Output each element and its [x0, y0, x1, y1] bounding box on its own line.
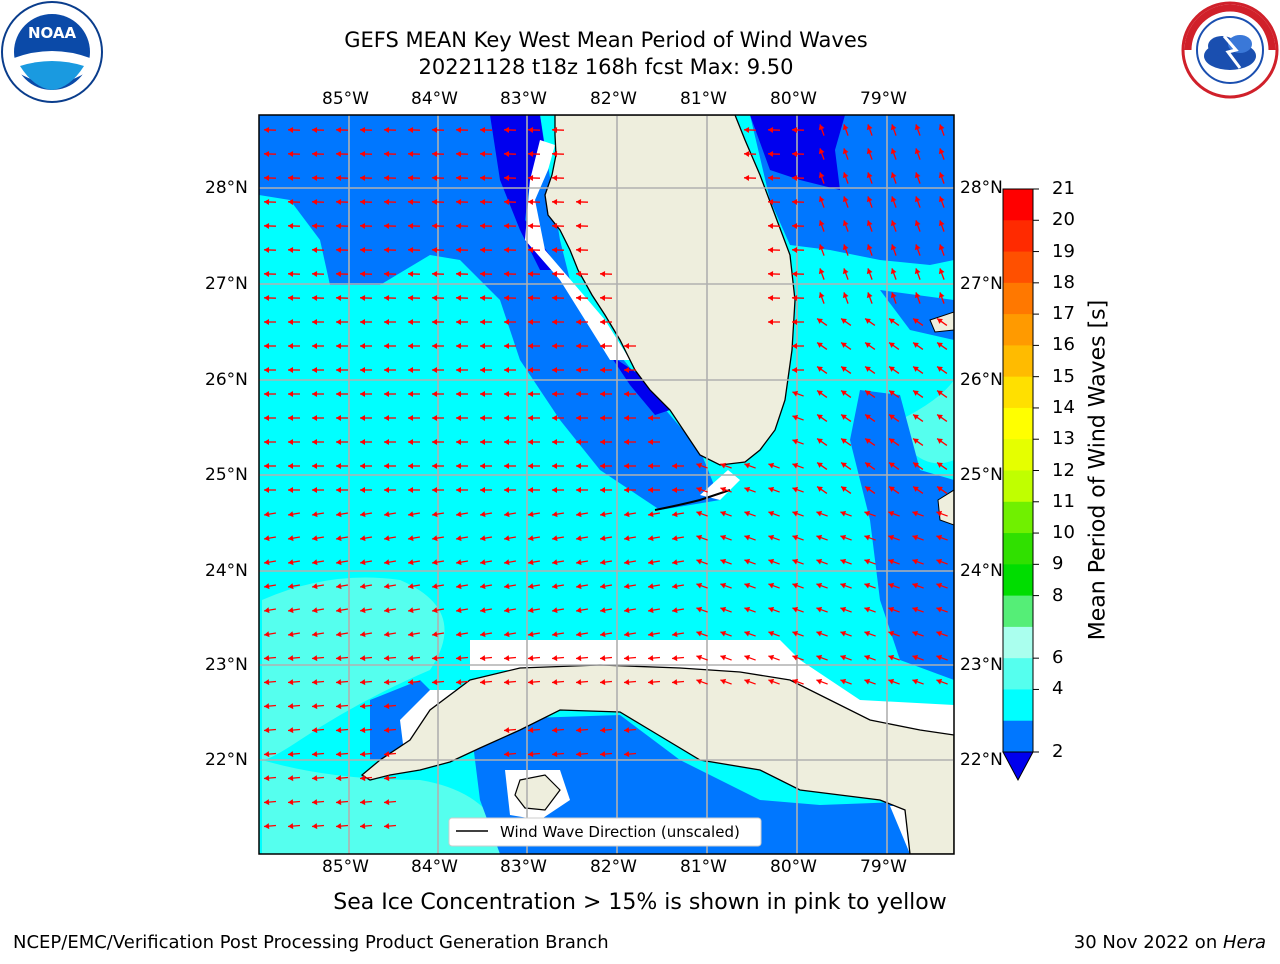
colorbar-segment — [1003, 189, 1033, 221]
lon-label-top: 82°W — [590, 89, 637, 109]
lat-label-right: 27°N — [960, 274, 1003, 294]
lat-label-left: 25°N — [205, 465, 248, 485]
lon-label-top: 85°W — [322, 89, 369, 109]
colorbar-segment — [1003, 596, 1033, 628]
colorbar-title: Mean Period of Wind Waves [s] — [1086, 300, 1111, 640]
lon-label-bottom: 80°W — [770, 857, 817, 877]
colorbar-segment — [1003, 627, 1033, 659]
colorbar-segment — [1003, 345, 1033, 377]
colorbar-segment — [1003, 721, 1033, 753]
machine-name: Hera — [1223, 932, 1266, 953]
lat-label-left: 24°N — [205, 561, 248, 581]
lon-label-top: 81°W — [680, 89, 727, 109]
lon-label-bottom: 79°W — [860, 857, 907, 877]
colorbar-tick-label: 11 — [1052, 493, 1075, 511]
colorbar-segment — [1003, 533, 1033, 565]
lat-label-right: 23°N — [960, 655, 1003, 675]
colorbar-tick-label: 15 — [1052, 368, 1075, 386]
colorbar-segment — [1003, 689, 1033, 721]
colorbar-segment — [1003, 314, 1033, 346]
lat-label-right: 28°N — [960, 178, 1003, 198]
colorbar-segment — [1003, 471, 1033, 503]
date-text: 30 Nov 2022 on — [1074, 932, 1223, 953]
colorbar-tick-label: 19 — [1052, 243, 1075, 261]
colorbar-segment — [1003, 220, 1033, 252]
colorbar — [1003, 189, 1039, 780]
lon-label-bottom: 85°W — [322, 857, 369, 877]
colorbar-extend-triangle — [1003, 752, 1033, 780]
colorbar-tick-label: 4 — [1052, 680, 1063, 698]
colorbar-tick-label: 6 — [1052, 649, 1063, 667]
lon-label-top: 80°W — [770, 89, 817, 109]
colorbar-tick-label: 10 — [1052, 524, 1075, 542]
colorbar-segment — [1003, 502, 1033, 534]
lon-label-bottom: 82°W — [590, 857, 637, 877]
colorbar-segment — [1003, 252, 1033, 284]
legend-label: Wind Wave Direction (unscaled) — [500, 823, 740, 841]
colorbar-tick-label: 12 — [1052, 462, 1075, 480]
lon-label-top: 79°W — [860, 89, 907, 109]
credit-line: NCEP/EMC/Verification Post Processing Pr… — [13, 932, 609, 953]
lat-label-left: 28°N — [205, 178, 248, 198]
colorbar-segment — [1003, 658, 1033, 690]
lat-label-left: 22°N — [205, 750, 248, 770]
lat-label-right: 22°N — [960, 750, 1003, 770]
lat-label-right: 24°N — [960, 561, 1003, 581]
colorbar-tick-label: 20 — [1052, 211, 1075, 229]
lon-label-bottom: 84°W — [411, 857, 458, 877]
date-line: 30 Nov 2022 on Hera — [1074, 932, 1266, 953]
colorbar-segment — [1003, 377, 1033, 409]
lon-label-top: 83°W — [500, 89, 547, 109]
lon-label-bottom: 81°W — [680, 857, 727, 877]
colorbar-tick-label: 17 — [1052, 305, 1075, 323]
lon-label-top: 84°W — [411, 89, 458, 109]
lon-label-bottom: 83°W — [500, 857, 547, 877]
colorbar-segment — [1003, 439, 1033, 471]
legend: Wind Wave Direction (unscaled) — [449, 818, 761, 846]
colorbar-segment — [1003, 564, 1033, 596]
colorbar-tick-label: 2 — [1052, 743, 1063, 761]
colorbar-tick-label: 16 — [1052, 336, 1075, 354]
colorbar-tick-label: 9 — [1052, 555, 1063, 573]
sea-ice-note: Sea Ice Concentration > 15% is shown in … — [0, 890, 1280, 915]
colorbar-tick-label: 13 — [1052, 430, 1075, 448]
map-plot — [259, 115, 954, 854]
lat-label-right: 26°N — [960, 370, 1003, 390]
colorbar-tick-label: 8 — [1052, 587, 1063, 605]
lat-label-left: 23°N — [205, 655, 248, 675]
colorbar-segment — [1003, 408, 1033, 440]
lat-label-left: 27°N — [205, 274, 248, 294]
colorbar-tick-label: 14 — [1052, 399, 1075, 417]
colorbar-tick-label: 18 — [1052, 274, 1075, 292]
lat-label-left: 26°N — [205, 370, 248, 390]
lat-label-right: 25°N — [960, 465, 1003, 485]
colorbar-tick-label: 21 — [1052, 180, 1075, 198]
colorbar-segment — [1003, 283, 1033, 315]
